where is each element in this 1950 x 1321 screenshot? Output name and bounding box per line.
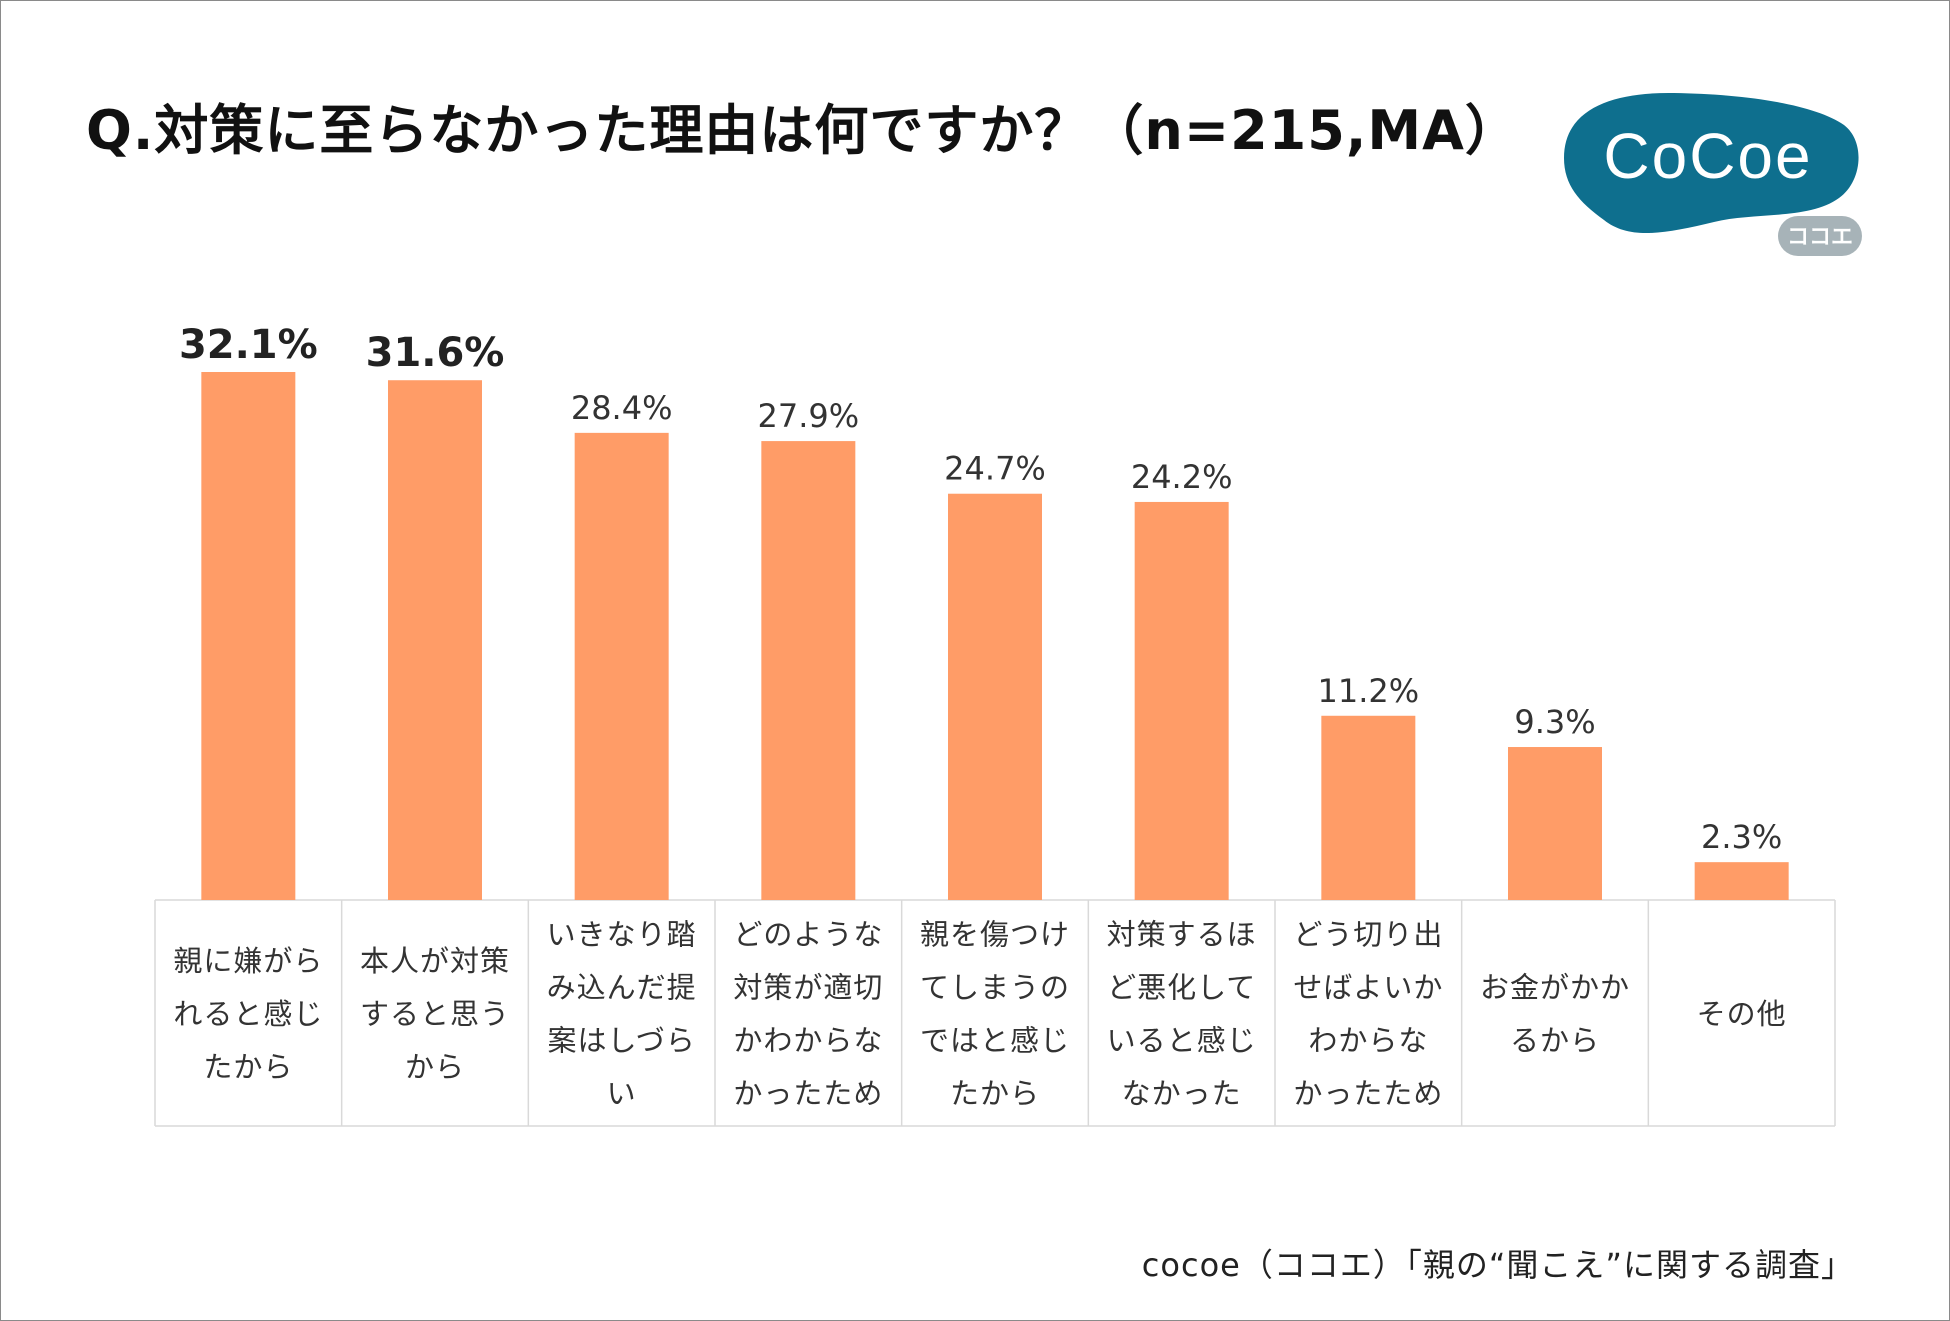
category-label-line: から: [405, 1050, 465, 1084]
logo-text: CoCoe: [1603, 120, 1812, 192]
category-label-line: どのような: [733, 918, 883, 952]
chart-title: Q.対策に至らなかった理由は何ですか？（n=215,MA）: [86, 99, 1520, 162]
bar-value-label: 31.6%: [366, 330, 505, 376]
category-label-line: 案はしづら: [548, 1024, 696, 1058]
bar-value-label: 9.3%: [1514, 703, 1595, 741]
category-label-line: たから: [950, 1077, 1040, 1111]
bar-value-label: 24.7%: [944, 450, 1046, 488]
category-label-line: すると思う: [360, 997, 510, 1031]
logo-badge-shape: [1564, 92, 1859, 234]
category-label-line: なかった: [1122, 1077, 1242, 1111]
bar-value-label: 24.2%: [1131, 458, 1233, 496]
bar: [1694, 862, 1789, 900]
category-label-line: かわからな: [733, 1024, 883, 1058]
bar: [201, 372, 296, 900]
category-label-line: てしまうの: [920, 971, 1070, 1005]
category-label-line: いきなり踏: [547, 918, 697, 952]
category-label-line: ど悪化して: [1107, 971, 1256, 1005]
bar: [948, 493, 1042, 900]
category-label-line: その他: [1697, 997, 1787, 1031]
category-label-line: 本人が対策: [360, 944, 510, 978]
source-footer: cocoe（ココエ）「親の“聞こえ”に関する調査」: [1141, 1246, 1854, 1284]
category-label-line: わからな: [1308, 1024, 1428, 1058]
category-label-line: かったため: [733, 1077, 883, 1111]
bar-value-label: 11.2%: [1318, 672, 1420, 710]
category-label-line: 対策が適切: [733, 971, 883, 1005]
category-label-line: 親に嫌がら: [173, 944, 323, 978]
bar-value-label: 27.9%: [758, 397, 860, 435]
bar: [1508, 747, 1602, 900]
category-label-line: み込んだ提: [547, 971, 697, 1005]
category-label-line: い: [607, 1077, 637, 1111]
category-label-line: たから: [203, 1050, 293, 1084]
cocoe-logo: CoCoe ココエ: [1564, 92, 1862, 256]
category-label-line: お金がかか: [1480, 971, 1630, 1005]
bar-value-label: 32.1%: [179, 322, 318, 368]
category-label-line: どう切り出: [1293, 918, 1443, 952]
category-label-line: るから: [1510, 1024, 1600, 1058]
logo-sub-text: ココエ: [1787, 225, 1853, 250]
category-label-line: 対策するほ: [1107, 918, 1257, 952]
category-label-line: ではと感じ: [920, 1024, 1070, 1058]
bar: [1321, 715, 1416, 900]
bar: [1134, 501, 1229, 900]
bar-value-label: 2.3%: [1701, 818, 1782, 856]
category-label-line: かったため: [1293, 1077, 1443, 1111]
category-label-line: いると感じ: [1107, 1024, 1257, 1058]
category-label-line: れると感じ: [173, 997, 323, 1031]
bar: [761, 441, 856, 900]
category-label-line: 親を傷つけ: [920, 918, 1070, 952]
logo-sub-badge: [1778, 216, 1862, 256]
bar: [388, 380, 482, 900]
category-label-line: せばよいか: [1293, 971, 1443, 1005]
bar: [574, 432, 669, 900]
bar-value-label: 28.4%: [571, 389, 673, 427]
